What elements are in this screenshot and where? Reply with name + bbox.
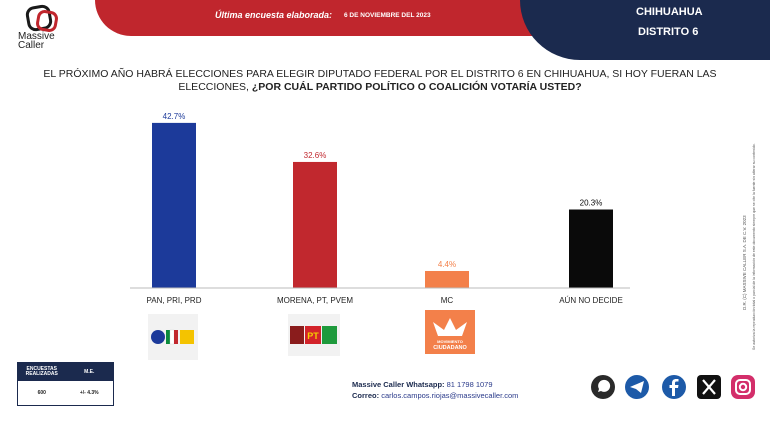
- pan-pri-prd-logo-icon: [148, 314, 198, 360]
- stats-value-surveys: 600: [37, 390, 46, 396]
- value-label-3: 20.3%: [580, 199, 603, 208]
- instagram-icon[interactable]: [730, 374, 756, 400]
- whatsapp-number[interactable]: 81 1798 1079: [446, 380, 493, 389]
- mail-label: Correo:: [352, 391, 380, 400]
- pt-text: PT: [307, 331, 319, 341]
- value-label-2: 4.4%: [438, 260, 456, 269]
- mc-text-line2: CIUDADANO: [433, 345, 467, 351]
- survey-label: Última encuesta elaborada:: [215, 10, 333, 20]
- survey-date: 6 DE NOVIEMBRE DEL 2023: [344, 12, 431, 19]
- brand-name: Massive Caller: [18, 31, 55, 51]
- morena-pt-pvem-logo-icon: PT: [288, 314, 340, 356]
- copyright-line2: Se autoriza la reproducción total o parc…: [752, 143, 756, 350]
- massive-caller-logo: [25, 4, 58, 32]
- bar-3: [569, 209, 613, 288]
- stats-header-surveys: ENCUESTAS REALIZADAS: [25, 366, 58, 377]
- telegram-icon[interactable]: [624, 374, 650, 400]
- whatsapp-label: Massive Caller Whatsapp:: [352, 380, 445, 389]
- bar-0: [152, 122, 196, 288]
- stats-header-margin: M.E.: [84, 368, 95, 375]
- region-panel: [520, 0, 770, 60]
- region-district: DISTRITO 6: [638, 26, 699, 38]
- bar-2: [425, 270, 469, 288]
- contact-block: Massive Caller Whatsapp: 81 1798 1079 Co…: [352, 379, 518, 401]
- x-icon[interactable]: [696, 374, 722, 400]
- question-text: EL PRÓXIMO AÑO HABRÁ ELECCIONES PARA ELE…: [43, 68, 717, 93]
- category-label-0: PAN, PRI, PRD: [147, 296, 202, 305]
- copyright-line1: D.R. (C) MASSIVE CALLER S.A. DE C.V. 202…: [742, 215, 747, 310]
- bar-1: [293, 161, 337, 288]
- mc-text-line1: MOVIMIENTO: [437, 339, 463, 344]
- stats-table: ENCUESTAS REALIZADAS M.E. 600 +/- 4.3%: [17, 362, 114, 406]
- copyright-note: D.R. (C) MASSIVE CALLER S.A. DE C.V. 202…: [737, 120, 767, 350]
- mail-address[interactable]: carlos.campos.riojas@massivecaller.com: [381, 391, 519, 400]
- region-state: CHIHUAHUA: [636, 6, 703, 18]
- facebook-icon[interactable]: [661, 374, 687, 400]
- value-label-0: 42.7%: [163, 112, 186, 121]
- stats-value-margin: +/- 4.3%: [79, 390, 99, 396]
- value-label-1: 32.6%: [304, 151, 327, 160]
- category-label-2: MC: [441, 296, 454, 305]
- category-label-3: AÚN NO DECIDE: [559, 296, 623, 305]
- category-label-1: MORENA, PT, PVEM: [277, 296, 353, 305]
- whatsapp-icon[interactable]: [590, 374, 616, 400]
